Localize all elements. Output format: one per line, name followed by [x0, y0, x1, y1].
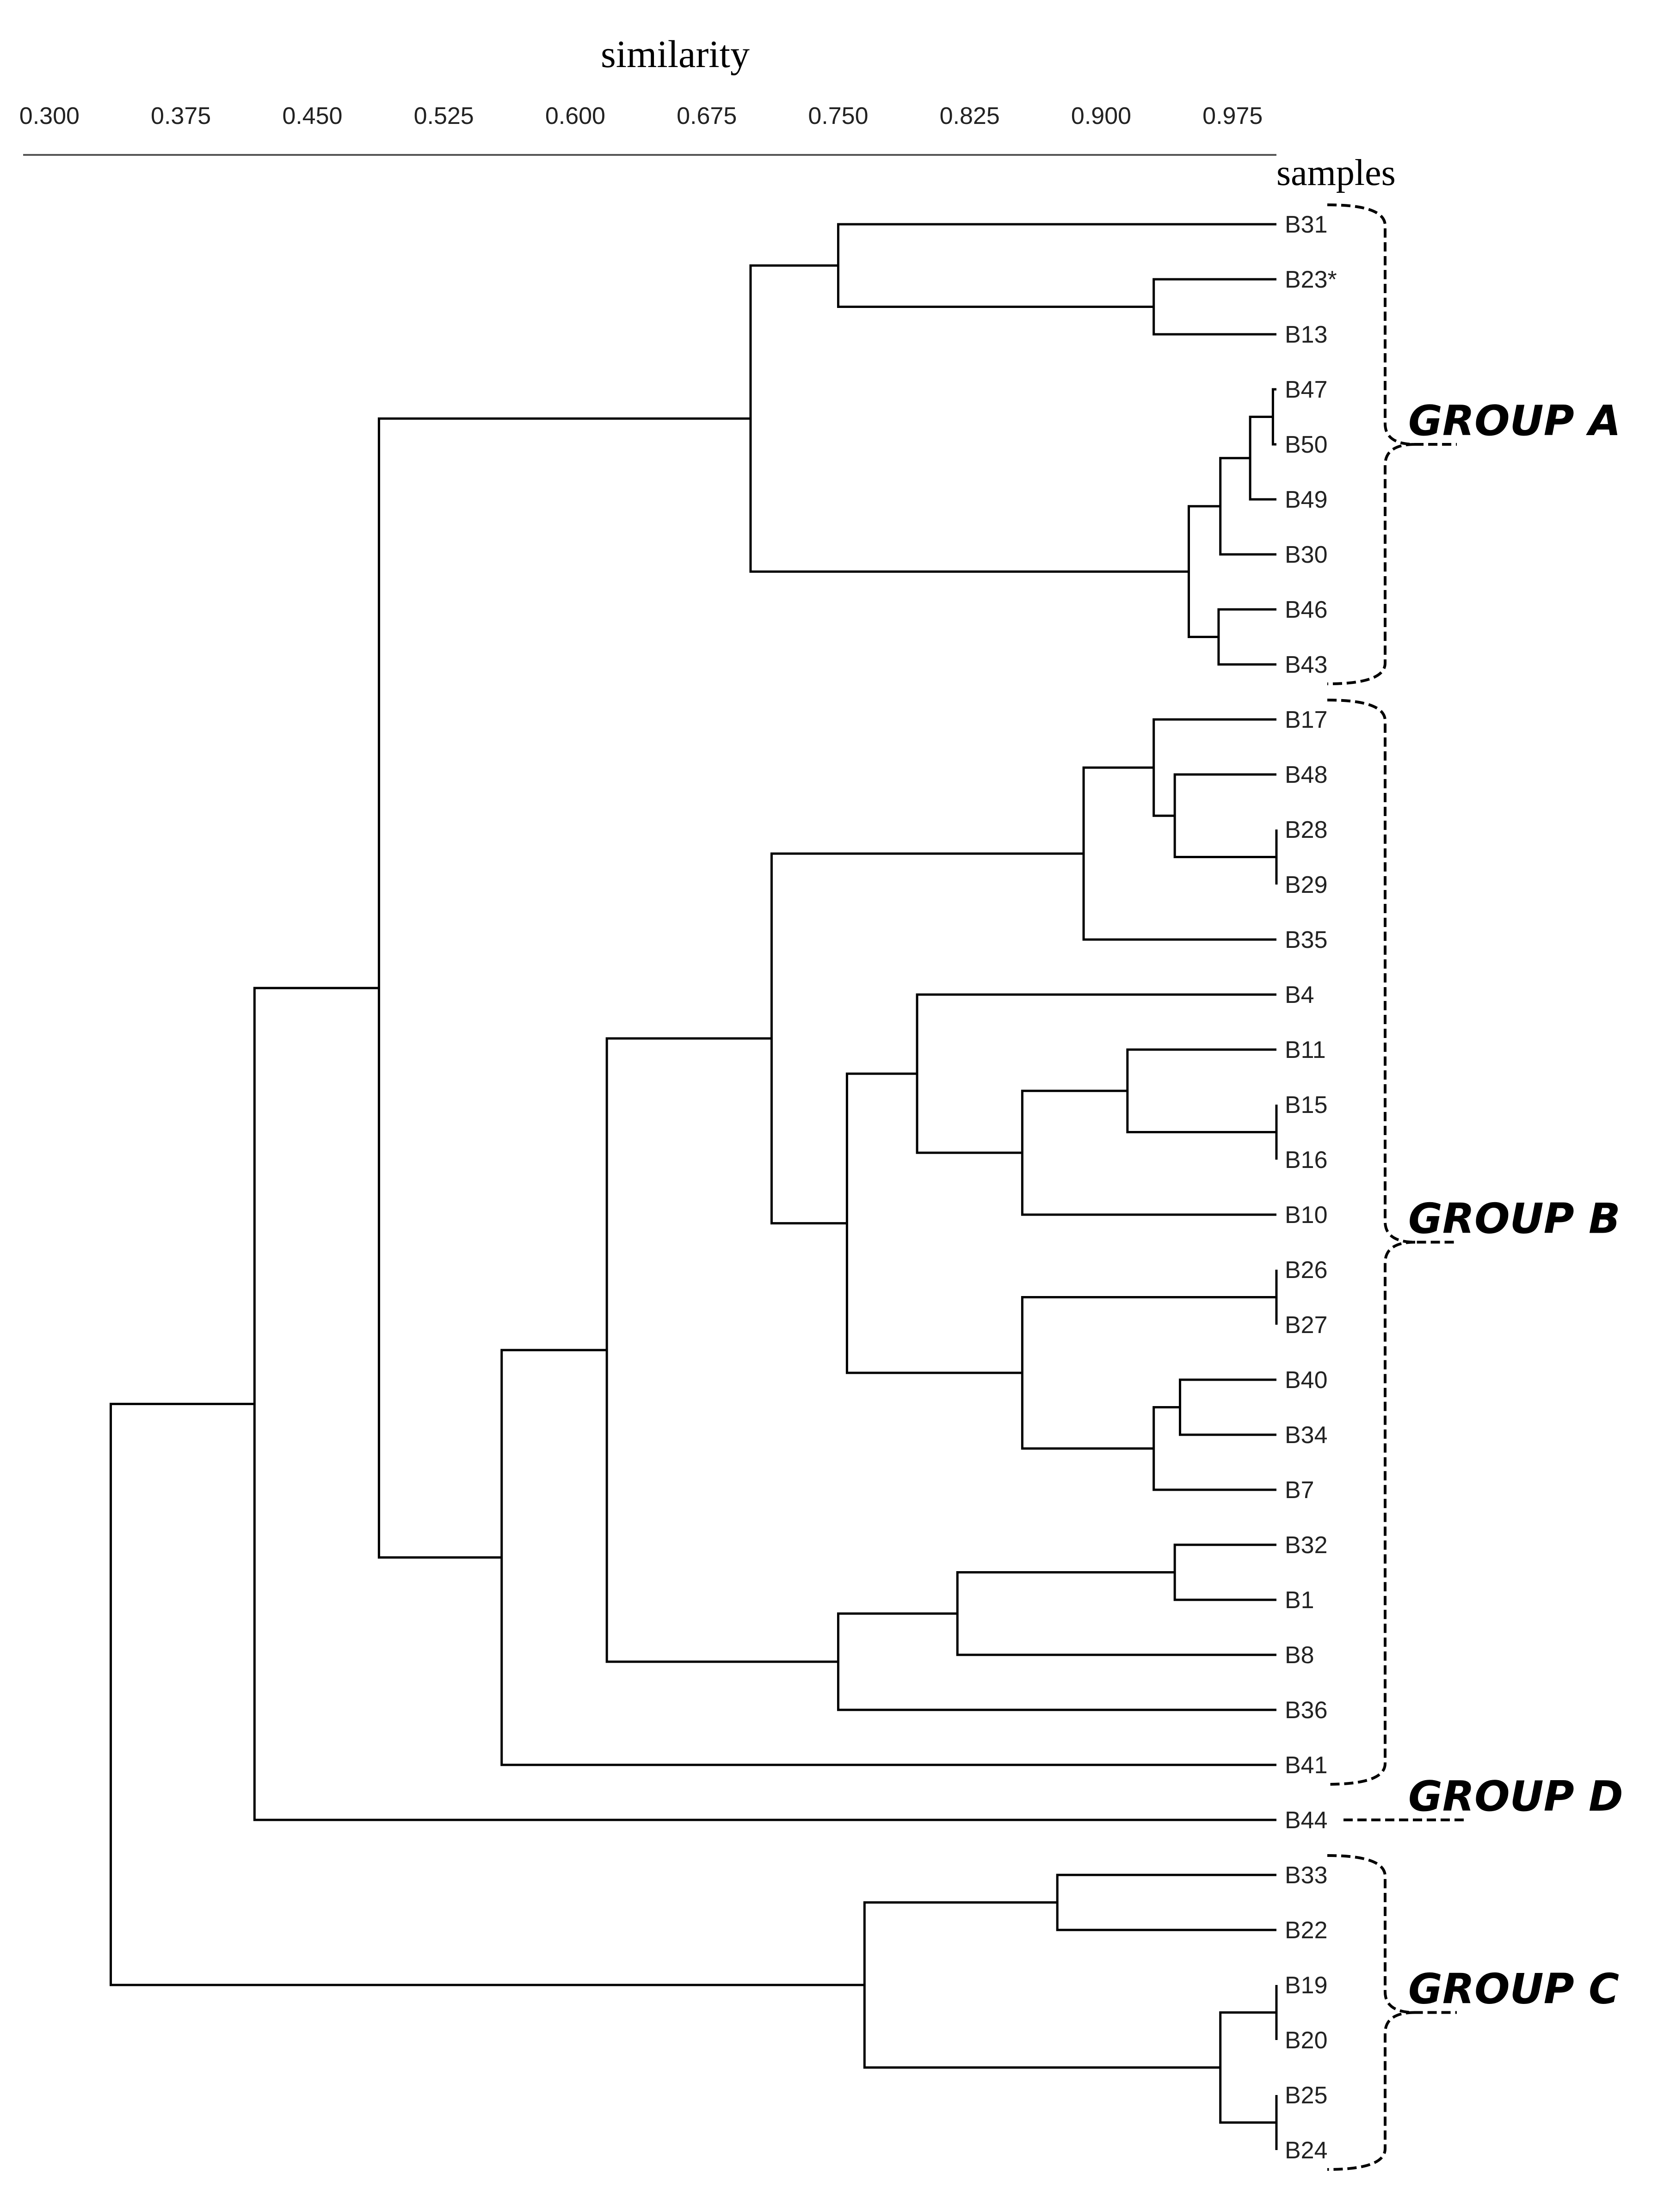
dendrogram-link	[1021, 1296, 1276, 1450]
tick-label: 0.750	[808, 103, 868, 129]
sample-label: B20	[1285, 2027, 1328, 2054]
sample-label: B35	[1285, 927, 1328, 953]
dendrogram-link	[749, 264, 1189, 573]
sample-label: B25	[1285, 2082, 1328, 2109]
sample-label: B4	[1285, 982, 1314, 1008]
samples-title: samples	[1276, 153, 1396, 193]
dendrogram-link	[1082, 766, 1276, 941]
sample-label: B16	[1285, 1147, 1328, 1174]
sample-label: B34	[1285, 1422, 1328, 1449]
dendrogram-link	[1219, 457, 1276, 556]
group-label: GROUP D	[1408, 1772, 1623, 1821]
dendrogram-link	[770, 852, 1084, 1225]
sample-labels: B31 B23* B13 B47 B50 B49 B30 B46 B43 B17 B48 B28 B29…	[1285, 211, 1337, 2164]
tick-label: 0.825	[940, 103, 1000, 129]
group-label: GROUP A	[1408, 397, 1621, 445]
tick-label: 0.300	[19, 103, 80, 129]
dendrogram-link	[956, 1571, 1276, 1656]
axis-title: similarity	[601, 33, 750, 76]
sample-label: B23*	[1285, 266, 1337, 293]
sample-label: B24	[1285, 2137, 1328, 2164]
dendrogram-link	[1126, 1048, 1276, 1133]
sample-label: B15	[1285, 1092, 1328, 1118]
sample-label: B50	[1285, 431, 1328, 458]
dendrogram-link	[1271, 388, 1276, 446]
dendrogram-link	[1187, 505, 1220, 638]
sample-label: B7	[1285, 1477, 1314, 1504]
group-brackets: GROUP A GROUP B GROUP D GROUP C	[1327, 203, 1623, 2171]
dendrogram-link	[500, 1349, 1276, 1766]
dendrogram-link	[1152, 1406, 1276, 1491]
tick-label: 0.900	[1071, 103, 1131, 129]
sample-label: B48	[1285, 762, 1328, 788]
dendrogram-link	[1152, 278, 1276, 336]
tick-label: 0.975	[1202, 103, 1263, 129]
dendrogram-link	[1179, 1378, 1276, 1436]
sample-label: B26	[1285, 1257, 1328, 1284]
sample-label: B28	[1285, 817, 1328, 843]
sample-label: B27	[1285, 1312, 1328, 1339]
axis-ticks: 0.300 0.375 0.450 0.525 0.600 0.675 0.750 0.825…	[19, 103, 1263, 129]
dendrogram-link	[1217, 608, 1276, 666]
sample-label: B29	[1285, 872, 1328, 898]
dendrogram-link	[605, 1037, 838, 1663]
tick-label: 0.375	[151, 103, 211, 129]
group-bracket	[1327, 1854, 1457, 2171]
sample-label: B41	[1285, 1752, 1328, 1779]
dendrogram-link	[837, 1612, 1276, 1711]
dendrogram-link	[837, 223, 1276, 308]
dendrogram-link	[1173, 773, 1276, 858]
dendrogram-link	[1056, 1874, 1276, 1931]
sample-label: B30	[1285, 541, 1328, 568]
dendrogram-link	[110, 1402, 865, 1986]
dendrogram-link	[377, 417, 751, 1559]
dendrogram-link	[1021, 1089, 1276, 1216]
sample-label: B10	[1285, 1202, 1328, 1229]
sample-label: B19	[1285, 1972, 1328, 1999]
dendrogram-link	[1173, 1543, 1276, 1601]
sample-label: B1	[1285, 1587, 1314, 1614]
group-bracket	[1327, 203, 1457, 685]
sample-label: B22	[1285, 1917, 1328, 1944]
sample-label: B36	[1285, 1697, 1328, 1724]
sample-label: B8	[1285, 1642, 1314, 1669]
tick-label: 0.600	[545, 103, 605, 129]
sample-label: B32	[1285, 1532, 1328, 1559]
dendrogram-link	[1249, 416, 1276, 501]
sample-label: B46	[1285, 596, 1328, 623]
sample-label: B49	[1285, 486, 1328, 513]
sample-label: B33	[1285, 1862, 1328, 1889]
sample-label: B11	[1285, 1037, 1326, 1063]
group-label: GROUP B	[1408, 1195, 1621, 1243]
group-label: GROUP C	[1408, 1965, 1619, 2014]
sample-label: B13	[1285, 321, 1328, 348]
tick-label: 0.675	[677, 103, 737, 129]
sample-label: B43	[1285, 651, 1328, 678]
sample-label: B40	[1285, 1367, 1328, 1394]
tick-label: 0.450	[282, 103, 342, 129]
dendrogram-link	[253, 987, 1276, 1821]
dendrogram-link	[1219, 2011, 1276, 2124]
sample-label: B17	[1285, 707, 1328, 733]
dendrogram-link	[1152, 718, 1276, 817]
sample-label: B31	[1285, 211, 1328, 238]
sample-label: B47	[1285, 376, 1328, 403]
sample-label: B44	[1285, 1807, 1328, 1834]
dendrogram-link	[845, 1072, 1023, 1374]
group-bracket	[1327, 699, 1457, 1786]
dendrogram-link	[863, 1901, 1220, 2069]
dendrogram-link	[916, 993, 1276, 1154]
dendrogram-tree	[110, 223, 1278, 2150]
tick-label: 0.525	[414, 103, 474, 129]
